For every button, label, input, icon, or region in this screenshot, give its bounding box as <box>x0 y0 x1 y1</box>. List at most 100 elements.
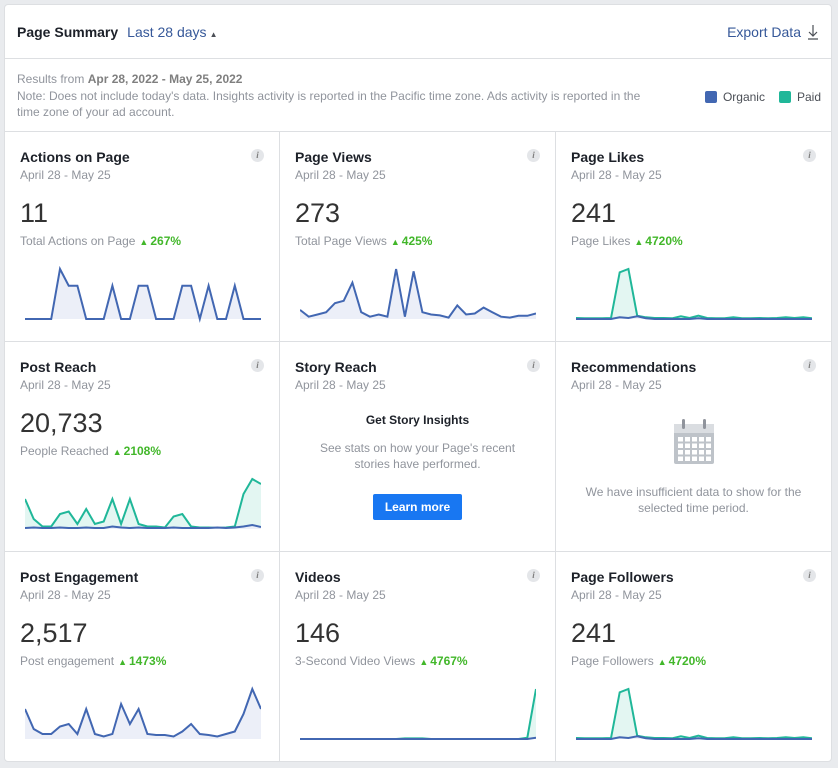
organic-line <box>25 523 261 530</box>
legend-organic: Organic <box>704 89 765 106</box>
metrics-grid: Actions on Page April 28 - May 25 i 11 To… <box>5 132 831 761</box>
metric-card-page-likes[interactable]: Page Likes April 28 - May 25 i 241 Page L… <box>556 132 831 342</box>
card-date: April 28 - May 25 <box>20 378 111 392</box>
info-icon[interactable]: i <box>527 569 540 582</box>
organic-line <box>300 736 536 740</box>
card-title: Actions on Page <box>20 149 130 165</box>
metric-subtitle: Total Page Views425% <box>295 234 540 248</box>
organic-line <box>25 686 261 738</box>
empty-text: We have insufficient data to show for th… <box>585 485 802 515</box>
metric-value: 2,517 <box>20 618 88 648</box>
change-percent: 425% <box>391 234 433 248</box>
sparkline-chart <box>576 267 812 320</box>
card-title: Post Reach <box>20 359 97 375</box>
paid-line <box>300 688 536 740</box>
card-date: April 28 - May 25 <box>20 588 111 602</box>
sort-arrows-icon: ▲ <box>209 29 218 39</box>
sparkline-chart <box>300 268 536 319</box>
metric-card-post-engagement[interactable]: Post Engagement April 28 - May 25 i 2,517… <box>5 552 280 761</box>
metric-value: 20,733 <box>20 408 103 438</box>
card-date: April 28 - May 25 <box>295 168 386 182</box>
card-date: April 28 - May 25 <box>20 168 111 182</box>
paid-line <box>576 267 812 320</box>
organic-swatch <box>704 91 717 103</box>
metric-card-page-followers[interactable]: Page Followers April 28 - May 25 i 241 Pa… <box>556 552 831 761</box>
card-date: April 28 - May 25 <box>295 378 386 392</box>
info-icon[interactable]: i <box>527 149 540 162</box>
info-icon[interactable]: i <box>803 569 816 582</box>
metric-value: 11 <box>20 198 49 228</box>
metric-card-story-reach[interactable]: Story Reach April 28 - May 25 i Get Story… <box>280 342 556 552</box>
organic-line <box>576 735 812 740</box>
date-range-dropdown[interactable]: Last 28 days ▲ <box>127 24 217 40</box>
card-title: Post Engagement <box>20 569 139 585</box>
page-summary-card: Page Summary Last 28 days ▲ Export Data R… <box>4 4 832 762</box>
organic-line <box>576 315 812 320</box>
card-date: April 28 - May 25 <box>295 588 386 602</box>
metric-subtitle: Page Likes4720% <box>571 234 816 248</box>
change-percent: 4720% <box>634 234 682 248</box>
metric-card-actions-on-page[interactable]: Actions on Page April 28 - May 25 i 11 To… <box>5 132 280 342</box>
info-section: Results from Apr 28, 2022 - May 25, 2022… <box>5 59 831 132</box>
cta-text: See stats on how your Page's recent stor… <box>319 441 516 471</box>
metric-value: 241 <box>571 618 617 648</box>
card-title: Page Views <box>295 149 372 165</box>
card-title: Page Likes <box>571 149 645 165</box>
info-icon[interactable]: i <box>527 359 540 372</box>
metric-value: 146 <box>295 618 341 648</box>
metric-subtitle: Post engagement1473% <box>20 654 264 668</box>
organic-area <box>25 269 261 319</box>
metric-card-post-reach[interactable]: Post Reach April 28 - May 25 i 20,733 Peo… <box>5 342 280 552</box>
note-text: Note: Does not include today's data. Ins… <box>17 88 641 120</box>
metric-subtitle: 3-Second Video Views4767% <box>295 654 540 668</box>
sparkline-chart <box>300 688 536 740</box>
info-icon[interactable]: i <box>251 149 264 162</box>
card-title: Story Reach <box>295 359 377 375</box>
sparkline-chart <box>576 687 812 740</box>
metric-subtitle: Total Actions on Page267% <box>20 234 264 248</box>
metric-card-page-views[interactable]: Page Views April 28 - May 25 i 273 Total … <box>280 132 556 342</box>
learn-more-button[interactable]: Learn more <box>372 494 463 520</box>
change-percent: 2108% <box>113 444 161 458</box>
change-percent: 4720% <box>658 654 706 668</box>
date-range-label: Last 28 days <box>127 23 207 40</box>
metric-card-videos[interactable]: Videos April 28 - May 25 i 146 3-Second V… <box>280 552 556 761</box>
metric-value: 241 <box>571 198 617 228</box>
cta-title: Get Story Insights <box>365 413 470 427</box>
calendar-icon <box>673 419 714 464</box>
card-date: April 28 - May 25 <box>571 588 662 602</box>
sparkline-chart <box>25 686 261 739</box>
change-percent: 1473% <box>118 654 166 668</box>
organic-line <box>300 268 536 319</box>
download-icon <box>808 24 818 40</box>
metric-value: 273 <box>295 198 341 228</box>
card-title: Page Followers <box>571 569 674 585</box>
sparkline-chart <box>25 265 261 323</box>
metric-subtitle: People Reached2108% <box>20 444 264 458</box>
change-percent: 267% <box>139 234 181 248</box>
sparkline-chart <box>25 477 261 530</box>
legend: Organic Paid <box>704 89 821 106</box>
info-icon[interactable]: i <box>251 569 264 582</box>
legend-paid: Paid <box>778 89 821 106</box>
metric-subtitle: Page Followers4720% <box>571 654 816 668</box>
results-range: Results from Apr 28, 2022 - May 25, 2022 <box>17 72 243 86</box>
paid-area <box>25 479 261 529</box>
paid-swatch <box>778 91 791 103</box>
header: Page Summary Last 28 days ▲ Export Data <box>5 5 831 59</box>
export-label: Export Data <box>727 23 801 40</box>
card-title: Recommendations <box>571 359 697 375</box>
paid-area <box>300 689 536 739</box>
card-date: April 28 - May 25 <box>571 378 662 392</box>
info-icon[interactable]: i <box>803 149 816 162</box>
info-icon[interactable]: i <box>251 359 264 372</box>
organic-line <box>25 265 261 323</box>
info-icon[interactable]: i <box>803 359 816 372</box>
card-date: April 28 - May 25 <box>571 168 662 182</box>
export-data-button[interactable]: Export Data <box>727 24 819 40</box>
card-title: Videos <box>295 569 341 585</box>
metric-card-recommendations[interactable]: Recommendations April 28 - May 25 i We h… <box>556 342 831 552</box>
paid-line <box>576 687 812 740</box>
change-percent: 4767% <box>419 654 467 668</box>
organic-area <box>25 689 261 739</box>
